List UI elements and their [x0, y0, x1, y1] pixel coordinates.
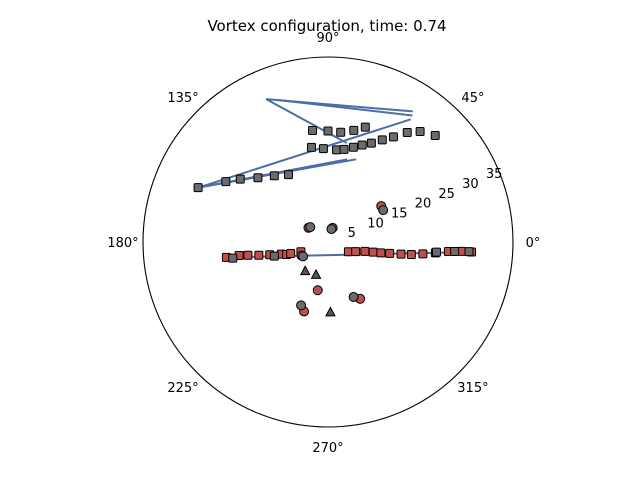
radial-tick-label: 15: [391, 207, 408, 222]
square-marker-grey: [388, 132, 398, 142]
square-marker-grey: [332, 145, 342, 155]
square-marker-grey: [253, 173, 263, 183]
square-marker-grey: [221, 177, 231, 187]
radial-tick-label: 10: [367, 216, 384, 231]
square-marker-grey: [402, 128, 412, 138]
square-marker-grey: [306, 142, 316, 152]
square-marker-grey: [336, 127, 346, 137]
square-marker-grey: [269, 171, 279, 181]
square-marker-red: [418, 249, 428, 259]
square-marker-red: [368, 247, 378, 257]
circle-marker-grey: [378, 205, 389, 216]
square-marker-red: [351, 247, 361, 257]
square-marker-grey: [283, 170, 293, 180]
angular-tick-label: 90°: [316, 31, 339, 46]
angular-tick-label: 270°: [312, 441, 343, 456]
circle-marker-red: [312, 285, 323, 296]
circle-marker-grey: [305, 222, 316, 233]
square-marker-red: [243, 250, 253, 260]
polar-frame: [142, 56, 514, 428]
circle-marker-grey: [296, 300, 307, 311]
square-marker-grey: [366, 138, 376, 148]
square-marker-red: [385, 248, 395, 258]
chart-title: Vortex configuration, time: 0.74: [207, 17, 446, 35]
connection-line: [265, 98, 348, 144]
radial-tick-label: 25: [438, 187, 455, 202]
square-marker-grey: [415, 126, 425, 136]
angular-tick-label: 45°: [461, 91, 484, 106]
square-marker-grey: [318, 144, 328, 154]
square-marker-grey: [339, 144, 349, 154]
square-marker-red: [286, 249, 296, 259]
square-marker-grey: [360, 122, 370, 132]
square-marker-grey: [357, 140, 367, 150]
square-marker-red: [376, 248, 386, 258]
radial-tick-label: 5: [348, 226, 356, 241]
square-marker-grey: [193, 183, 203, 193]
radial-tick-label: 30: [462, 177, 479, 192]
radial-tick-label: 20: [415, 197, 432, 212]
angular-tick-labels: 0° 45° 90° 135° 180° 225° 270° 315°: [107, 31, 540, 456]
radial-tick-labels: 5 10 15 20 25 30 35: [348, 167, 503, 241]
square-marker-grey: [377, 135, 387, 145]
connection-line: [276, 98, 413, 117]
angular-tick-label: 180°: [107, 236, 138, 251]
square-marker-grey: [235, 174, 245, 184]
data-markers: [193, 122, 477, 317]
square-marker-grey: [464, 247, 474, 257]
square-marker-grey: [323, 126, 333, 136]
square-marker-red: [396, 249, 406, 259]
angular-tick-label: 135°: [167, 91, 198, 106]
square-marker-red: [406, 249, 416, 259]
connection-line: [197, 118, 412, 189]
angular-tick-label: 315°: [457, 381, 488, 396]
radial-tick-label: 35: [486, 167, 503, 182]
square-marker-grey: [348, 142, 358, 152]
angular-tick-label: 0°: [526, 236, 541, 251]
square-marker-grey: [349, 125, 359, 135]
triangle-marker-triangle: [299, 265, 311, 276]
square-marker-grey: [269, 251, 279, 261]
angular-tick-label: 225°: [167, 381, 198, 396]
square-marker-grey: [308, 126, 318, 136]
circle-marker-grey: [298, 251, 309, 262]
triangle-marker-triangle: [325, 306, 336, 317]
triangle-marker-triangle: [310, 268, 322, 279]
square-marker-grey: [228, 253, 238, 263]
square-marker-red: [254, 250, 264, 260]
circle-marker-grey: [326, 224, 337, 235]
square-marker-grey: [450, 247, 460, 257]
square-marker-grey: [431, 247, 441, 257]
square-marker-red: [360, 246, 370, 256]
square-marker-grey: [430, 131, 440, 141]
circle-marker-grey: [348, 291, 359, 302]
